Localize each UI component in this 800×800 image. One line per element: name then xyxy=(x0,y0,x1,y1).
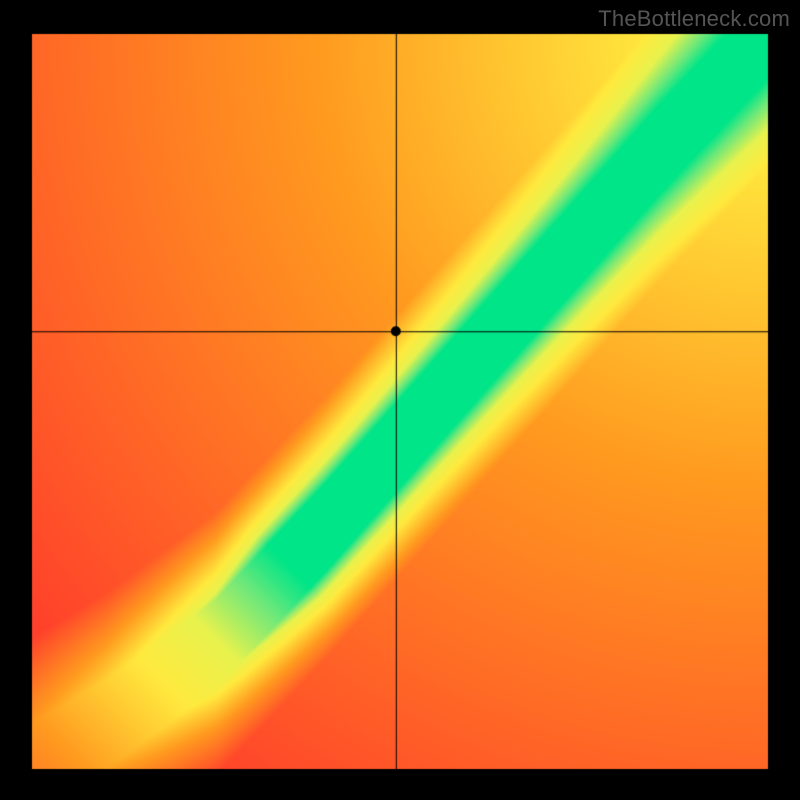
chart-container: TheBottleneck.com xyxy=(0,0,800,800)
watermark-text: TheBottleneck.com xyxy=(598,6,790,32)
heatmap-canvas xyxy=(0,0,800,800)
